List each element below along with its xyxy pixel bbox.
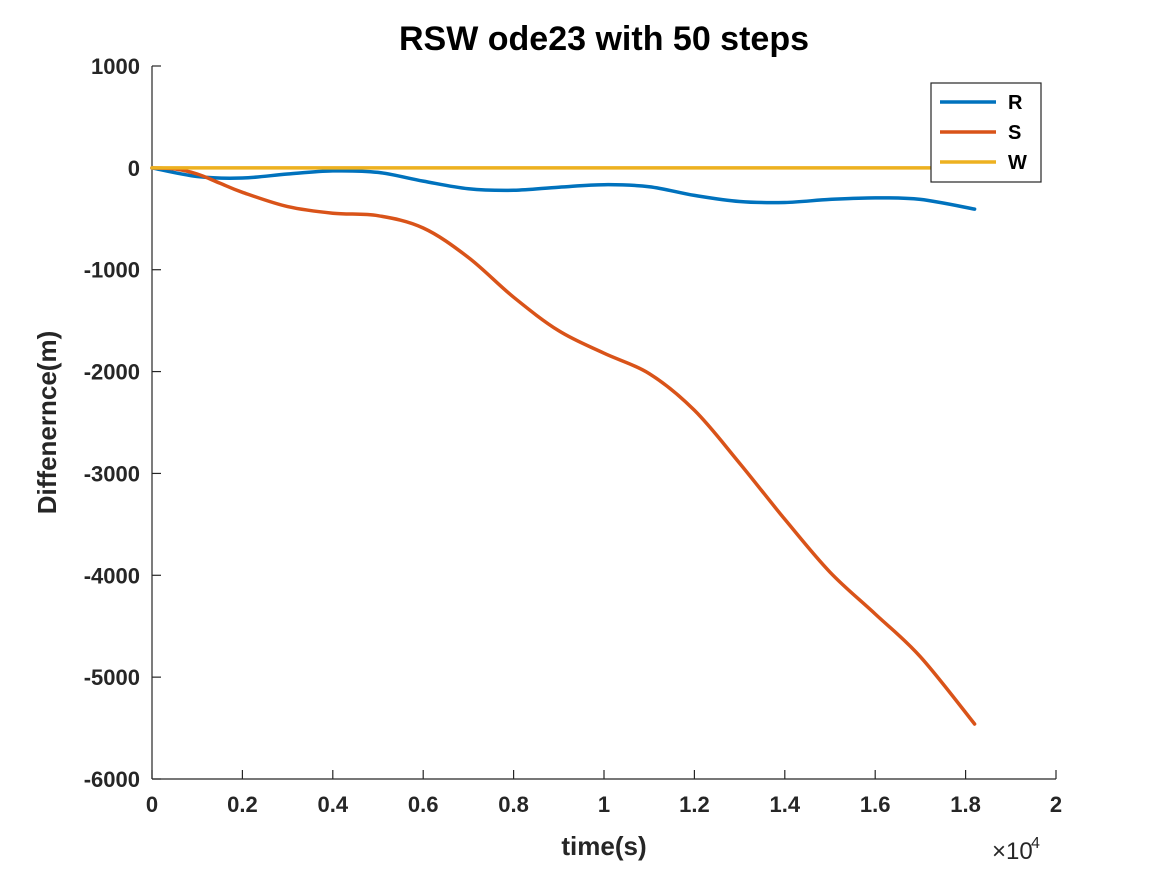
x-axis-label: time(s) <box>561 831 646 861</box>
y-axis-label-group: Diffenernce(m) <box>32 331 62 514</box>
x-tick-label: 1.8 <box>950 792 981 817</box>
x-axis-exponent: ×10 4 <box>992 835 1040 865</box>
series-lines <box>150 166 977 726</box>
x-tick-label: 0.4 <box>318 792 349 817</box>
y-tick-label: 0 <box>128 156 140 181</box>
x-exponent-power: 4 <box>1031 835 1040 852</box>
legend-label-S: S <box>1008 122 1021 144</box>
x-exponent-base: ×10 <box>992 838 1033 865</box>
series-line-R <box>150 166 977 211</box>
x-tick-label: 2 <box>1050 792 1062 817</box>
legend-label-W: W <box>1008 152 1027 174</box>
y-tick-label: -6000 <box>84 767 140 792</box>
x-tick-label: 1.4 <box>770 792 801 817</box>
x-tick-label: 1 <box>598 792 610 817</box>
x-tick-label: 0.6 <box>408 792 439 817</box>
y-tick-label: -2000 <box>84 360 140 385</box>
y-tick-label: -3000 <box>84 461 140 486</box>
y-axis-label: Diffenernce(m) <box>32 331 62 514</box>
x-tick-label: 1.6 <box>860 792 891 817</box>
y-tick-label: 1000 <box>91 54 140 79</box>
y-tick-label: -4000 <box>84 563 140 588</box>
x-tick-label: 1.2 <box>679 792 710 817</box>
chart-title: RSW ode23 with 50 steps <box>399 20 809 58</box>
x-tick-label: 0.2 <box>227 792 258 817</box>
legend: RSW <box>930 82 1042 183</box>
ticks: 0 0.2 0.4 0.6 0.8 1 1.2 1.4 1.6 1.8 2 1000 0 -1000 -20… <box>84 54 1062 817</box>
y-tick-label: -5000 <box>84 665 140 690</box>
legend-label-R: R <box>1008 92 1023 114</box>
series-line-S <box>150 166 977 726</box>
x-tick-label: 0 <box>146 792 158 817</box>
x-tick-label: 0.8 <box>498 792 529 817</box>
y-tick-label: -1000 <box>84 258 140 283</box>
